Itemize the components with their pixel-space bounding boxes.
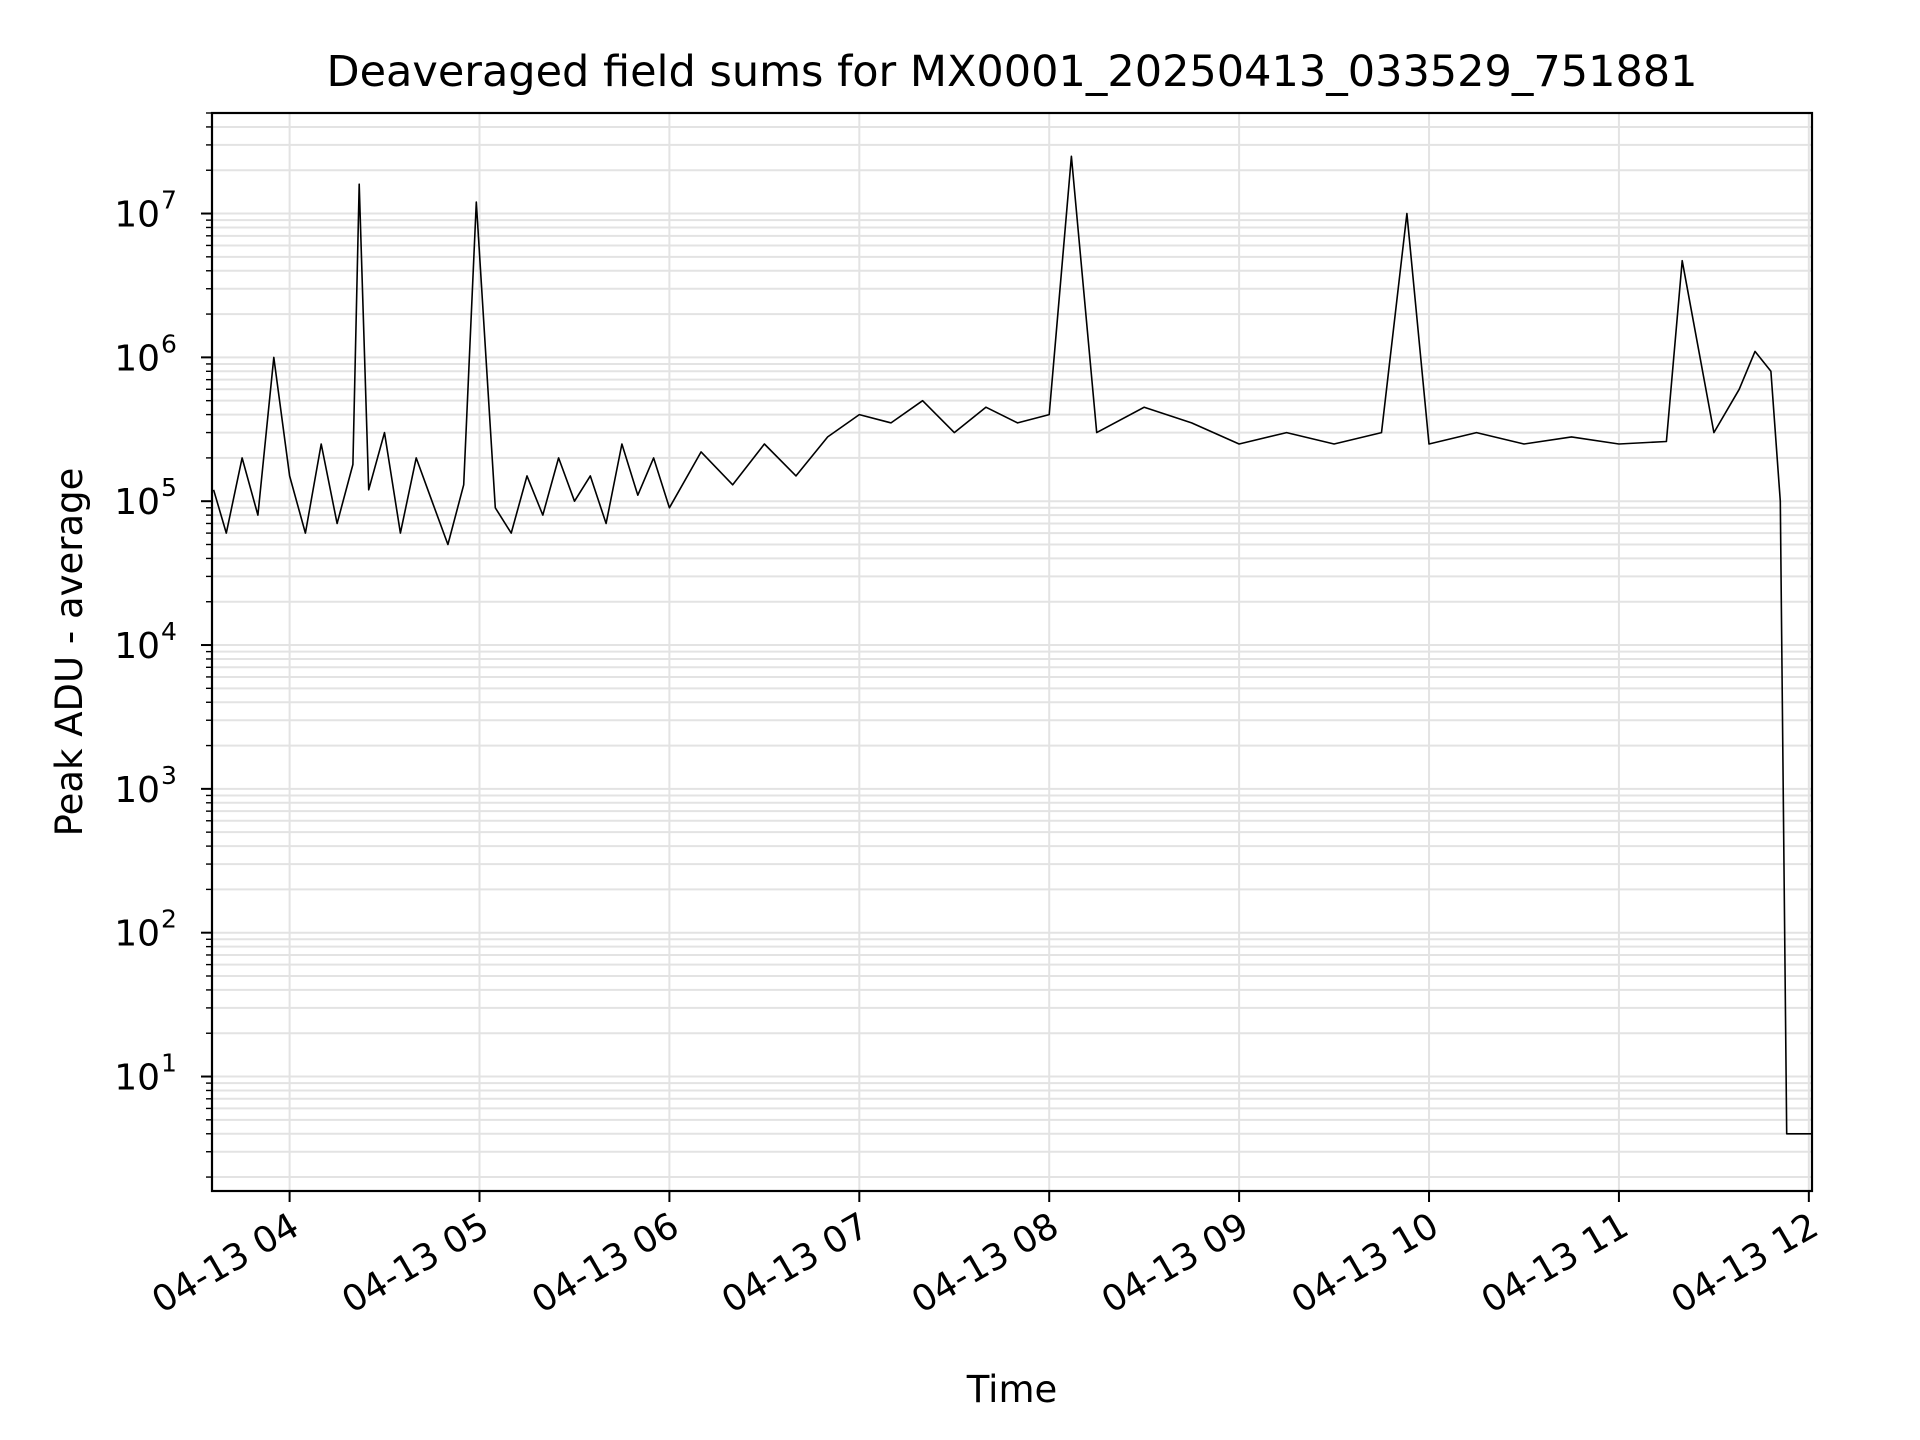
y-tick-label: 10 2 [114, 905, 177, 955]
y-tick-base: 10 [114, 914, 160, 955]
series-line [212, 155, 1812, 1135]
series-group [212, 155, 1812, 1135]
y-tick-base: 10 [114, 338, 160, 379]
x-axis-label: Time [966, 1368, 1058, 1411]
y-tick-exponent: 7 [161, 186, 177, 215]
y-tick-label: 10 7 [114, 186, 177, 236]
y-tick-label: 10 4 [114, 617, 177, 667]
y-tick-base: 10 [114, 195, 160, 236]
chart-title: Deaveraged field sums for MX0001_2025041… [326, 47, 1697, 97]
y-tick-base: 10 [114, 1058, 160, 1099]
y-tick-label: 10 3 [114, 761, 177, 811]
y-tick-label: 10 5 [114, 473, 177, 523]
y-axis-label: Peak ADU - average [48, 468, 91, 837]
y-tick-label: 10 1 [114, 1049, 177, 1099]
y-tick-exponent: 2 [161, 905, 177, 934]
y-tick-exponent: 4 [161, 617, 177, 646]
y-tick-base: 10 [114, 482, 160, 523]
y-tick-exponent: 3 [161, 761, 177, 790]
y-tick-exponent: 1 [161, 1049, 177, 1078]
grid [212, 112, 1812, 1191]
y-tick-exponent: 5 [161, 473, 177, 502]
y-tick-exponent: 6 [161, 329, 177, 358]
y-tick-base: 10 [114, 626, 160, 667]
y-tick-label: 10 6 [114, 329, 177, 379]
y-tick-base: 10 [114, 770, 160, 811]
